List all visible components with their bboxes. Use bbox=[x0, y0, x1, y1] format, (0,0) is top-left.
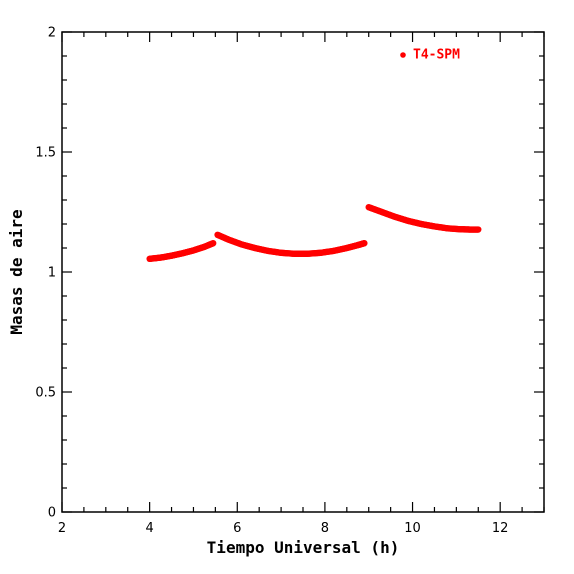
data-point bbox=[209, 240, 217, 247]
x-tick-label: 6 bbox=[233, 521, 241, 536]
data-points bbox=[146, 204, 482, 262]
x-tick-label: 10 bbox=[404, 521, 421, 536]
axis-ticks bbox=[61, 31, 545, 513]
y-tick-label: 2 bbox=[48, 26, 56, 41]
axis-tick-labels: 2 4 6 8 10 12 0 0.5 1 1.5 2 bbox=[35, 26, 508, 537]
y-tick-label: 0 bbox=[48, 506, 56, 521]
y-tick-label: 0.5 bbox=[35, 386, 56, 401]
x-tick-label: 2 bbox=[58, 521, 66, 536]
x-tick-label: 12 bbox=[492, 521, 509, 536]
y-tick-label: 1 bbox=[48, 266, 56, 281]
plot-frame bbox=[61, 31, 545, 513]
x-tick-label: 8 bbox=[321, 521, 329, 536]
legend-marker bbox=[400, 52, 406, 58]
x-axis-label: Tiempo Universal (h) bbox=[207, 538, 400, 557]
legend-label: T4-SPM bbox=[413, 48, 460, 63]
x-tick-label: 4 bbox=[145, 521, 153, 536]
y-axis-label: Masas de aire bbox=[7, 209, 26, 334]
y-tick-label: 1.5 bbox=[35, 146, 56, 161]
data-point bbox=[361, 240, 368, 247]
data-point bbox=[475, 226, 482, 233]
